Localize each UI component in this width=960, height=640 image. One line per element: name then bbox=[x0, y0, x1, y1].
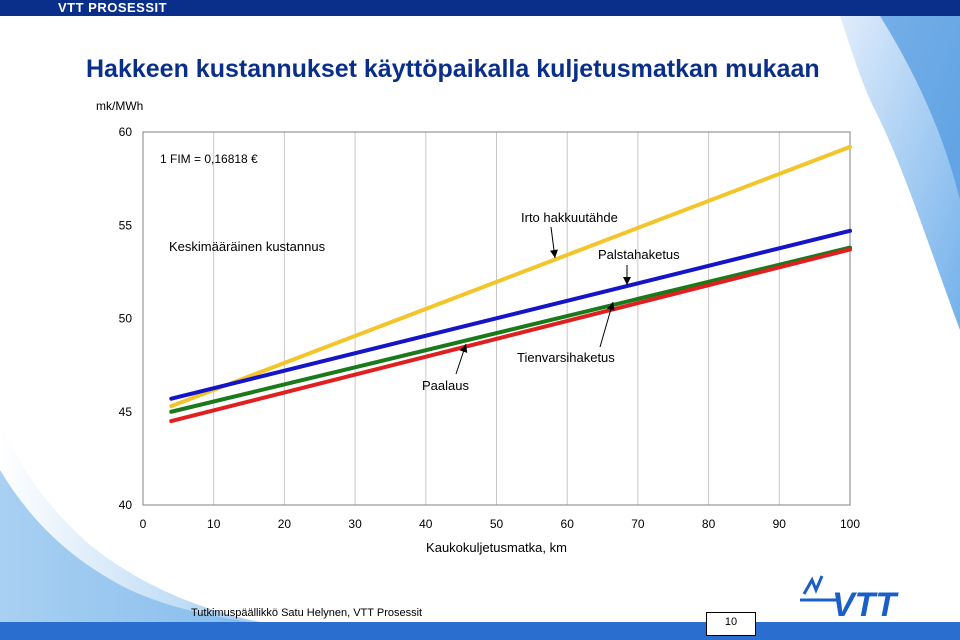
footer-text: Tutkimuspäällikkö Satu Helynen, VTT Pros… bbox=[191, 607, 423, 619]
y-tick-label: 55 bbox=[119, 218, 133, 232]
arrow-head bbox=[623, 277, 631, 285]
x-tick-label: 80 bbox=[702, 517, 716, 531]
plot-area bbox=[142, 131, 851, 506]
series-line bbox=[169, 228, 852, 401]
page-title: Hakkeen kustannukset käyttöpaikalla kulj… bbox=[86, 55, 820, 83]
x-tick-label: 50 bbox=[490, 517, 504, 531]
x-axis-label: Kaukokuljetusmatka, km bbox=[426, 540, 567, 555]
series-line bbox=[169, 245, 852, 414]
annotation-label: Paalaus bbox=[422, 378, 469, 393]
x-tick-label: 90 bbox=[773, 517, 787, 531]
x-tick-label: 10 bbox=[207, 517, 221, 531]
x-tick-label: 40 bbox=[419, 517, 433, 531]
chart-note: 1 FIM = 0,16818 € bbox=[160, 152, 258, 166]
arrow-head bbox=[459, 344, 468, 353]
annotation-label: Irto hakkuutähde bbox=[521, 210, 618, 225]
series-line bbox=[169, 144, 852, 409]
x-tick-label: 0 bbox=[140, 517, 147, 531]
y-tick-label: 40 bbox=[119, 498, 133, 512]
x-tick-label: 60 bbox=[561, 517, 575, 531]
x-tick-label: 100 bbox=[840, 517, 860, 531]
y-tick-label: 50 bbox=[119, 312, 133, 326]
series-line bbox=[169, 247, 852, 424]
page-number: 10 bbox=[706, 612, 756, 636]
brand-label: VTT PROSESSIT bbox=[58, 0, 168, 15]
x-tick-label: 20 bbox=[278, 517, 292, 531]
y-axis-label: mk/MWh bbox=[96, 99, 143, 113]
annotation-label: Keskimääräinen kustannus bbox=[169, 239, 326, 254]
vtt-logo: VTT bbox=[800, 575, 899, 622]
y-tick-label: 45 bbox=[119, 405, 133, 419]
arrow-head bbox=[606, 302, 615, 311]
y-tick-label: 60 bbox=[119, 125, 133, 139]
top-bar: VTT PROSESSIT bbox=[0, 0, 960, 16]
x-tick-label: 30 bbox=[348, 517, 362, 531]
annotation-label: Tienvarsihaketus bbox=[517, 350, 615, 365]
logo-text: VTT bbox=[832, 586, 899, 622]
arrow-head bbox=[550, 249, 558, 258]
x-tick-label: 70 bbox=[631, 517, 645, 531]
annotation-label: Palstahaketus bbox=[598, 247, 680, 262]
